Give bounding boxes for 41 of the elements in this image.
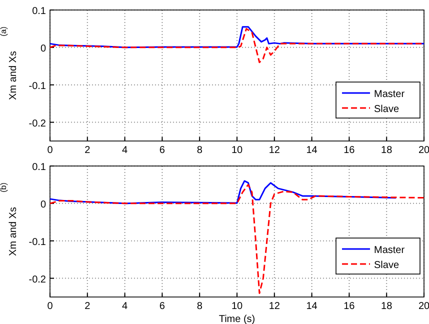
x-tick-label: 16	[344, 301, 356, 312]
y-axis-title: Xm and Xs	[8, 207, 19, 256]
x-tick-label: 10	[231, 301, 243, 312]
x-tick-label: 0	[47, 301, 54, 312]
x-tick-label: 18	[381, 301, 393, 312]
text: (b)	[0, 182, 8, 192]
x-tick-label: 12	[268, 301, 280, 312]
legend-label: Slave	[374, 104, 400, 116]
line-series	[49, 184, 425, 294]
x-tick-label: 6	[159, 145, 166, 156]
text: (a)	[0, 26, 8, 36]
x-tick-label: 6	[159, 301, 166, 312]
y-tick-label: 0	[40, 199, 46, 210]
x-tick-label: 20	[418, 301, 429, 312]
x-tick-label: 12	[268, 145, 280, 156]
y-tick-label: -0.1	[28, 80, 46, 92]
line-series	[49, 180, 397, 204]
y-tick-label: -0.2	[28, 118, 46, 130]
x-tick-label: 0	[47, 145, 54, 156]
x-tick-label: 20	[418, 145, 429, 156]
x-tick-label: 16	[344, 145, 356, 156]
y-tick-label: -0.1	[28, 236, 46, 248]
x-tick-label: 2	[84, 145, 91, 156]
x-tick-label: 2	[84, 301, 91, 312]
x-tick-label: 8	[196, 301, 203, 312]
legend-label: Slave	[374, 260, 400, 272]
x-tick-label: 4	[122, 145, 128, 156]
y-axis-title: Xm and Xs	[8, 51, 19, 100]
x-axis-title: Time (s)	[218, 314, 256, 324]
x-tick-label: 8	[196, 145, 203, 156]
x-tick-label: 4	[122, 301, 128, 312]
legend-label: Master	[374, 89, 406, 100]
x-tick-label: 14	[306, 301, 318, 312]
y-tick-label: -0.2	[28, 274, 46, 286]
y-tick-label: 0.1	[32, 6, 46, 17]
x-tick-label: 14	[306, 145, 318, 156]
y-tick-label: 0.1	[32, 162, 46, 173]
x-tick-label: 10	[231, 145, 243, 156]
x-tick-label: 18	[381, 145, 393, 156]
y-tick-label: 0	[40, 43, 46, 54]
legend-label: Master	[374, 245, 406, 256]
